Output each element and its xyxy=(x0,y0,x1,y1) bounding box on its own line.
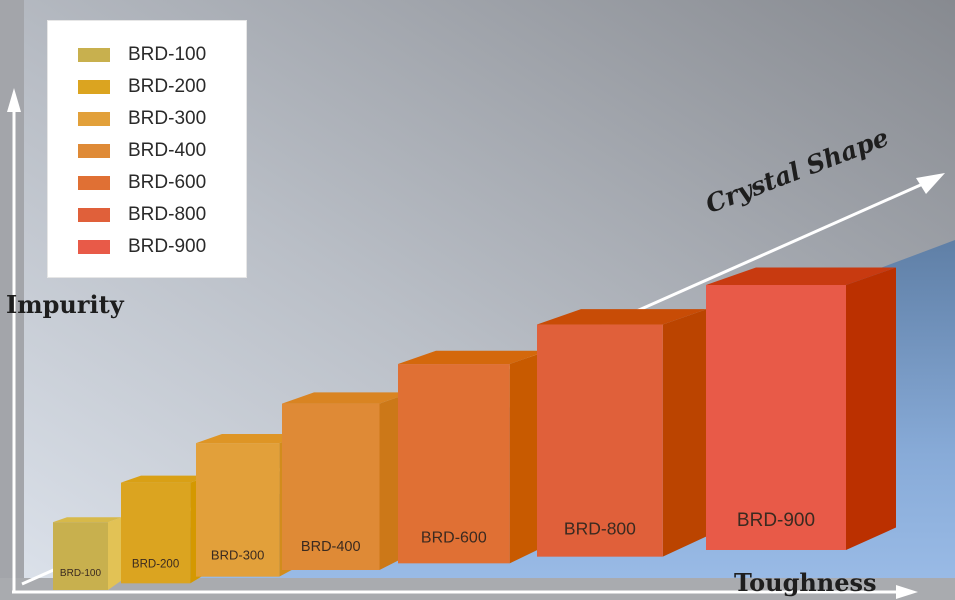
z-axis-arrow-icon xyxy=(916,173,945,194)
x-axis-arrow-icon xyxy=(896,585,918,599)
legend-label: BRD-100 xyxy=(128,44,207,65)
legend-label: BRD-300 xyxy=(128,108,207,129)
bar-top-face xyxy=(196,433,306,444)
bar-label: BRD-300 xyxy=(211,547,264,562)
bar-brd-600: BRD-600 xyxy=(398,350,548,564)
bar-label: BRD-900 xyxy=(737,510,815,531)
legend-label: BRD-800 xyxy=(128,204,207,225)
legend-swatch xyxy=(78,240,110,254)
y-axis-title: Impurity xyxy=(6,290,124,319)
legend-item: BRD-900 xyxy=(78,235,206,259)
legend-swatch xyxy=(78,176,110,190)
legend-swatch xyxy=(78,112,110,126)
bar-label: BRD-600 xyxy=(421,530,487,547)
bottom-strip xyxy=(0,578,955,600)
legend-swatch xyxy=(78,48,110,62)
bar-front-face xyxy=(282,403,380,570)
bar-front-face xyxy=(196,443,280,577)
bar-label: BRD-100 xyxy=(60,568,102,579)
legend-swatch xyxy=(78,144,110,158)
legend: BRD-100 BRD-200 BRD-300 BRD-400 BRD-600 BRD-8… xyxy=(47,20,247,278)
bar-side-face xyxy=(662,309,707,557)
legend-swatch xyxy=(78,80,110,94)
bar-brd-900: BRD-900 xyxy=(706,267,896,550)
bar-side-face xyxy=(108,517,122,590)
bar-label: BRD-200 xyxy=(132,559,179,571)
bar-brd-400: BRD-400 xyxy=(282,392,412,570)
legend-item: BRD-300 xyxy=(78,107,206,131)
legend-item: BRD-400 xyxy=(78,139,206,163)
bar-top-face xyxy=(53,517,122,523)
bar-front-face xyxy=(537,324,663,557)
bar-top-face xyxy=(121,475,211,483)
bar-front-face xyxy=(706,285,846,550)
legend-label: BRD-200 xyxy=(128,76,207,97)
bar-label: BRD-800 xyxy=(564,518,636,538)
bar-brd-800: BRD-800 xyxy=(537,309,707,557)
y-axis-arrow-icon xyxy=(7,88,21,112)
bar-top-face xyxy=(537,309,707,325)
bar-front-face xyxy=(53,522,108,590)
legend-swatch xyxy=(78,208,110,222)
bar-front-face xyxy=(398,364,510,564)
bar-top-face xyxy=(398,350,548,365)
legend-item: BRD-600 xyxy=(78,171,206,195)
bar-brd-100: BRD-100 xyxy=(53,517,122,590)
bar-top-face xyxy=(282,392,412,404)
legend-item: BRD-200 xyxy=(78,75,206,99)
bar-front-face xyxy=(121,482,191,584)
bar-side-face xyxy=(846,267,896,550)
x-axis-title: Toughness xyxy=(734,568,877,597)
legend-label: BRD-600 xyxy=(128,172,207,193)
bar-label: BRD-400 xyxy=(301,539,361,555)
legend-item: BRD-100 xyxy=(78,43,206,67)
legend-label: BRD-900 xyxy=(128,236,207,257)
legend-item: BRD-800 xyxy=(78,203,206,227)
legend-label: BRD-400 xyxy=(128,140,207,161)
bar-top-face xyxy=(706,267,896,285)
